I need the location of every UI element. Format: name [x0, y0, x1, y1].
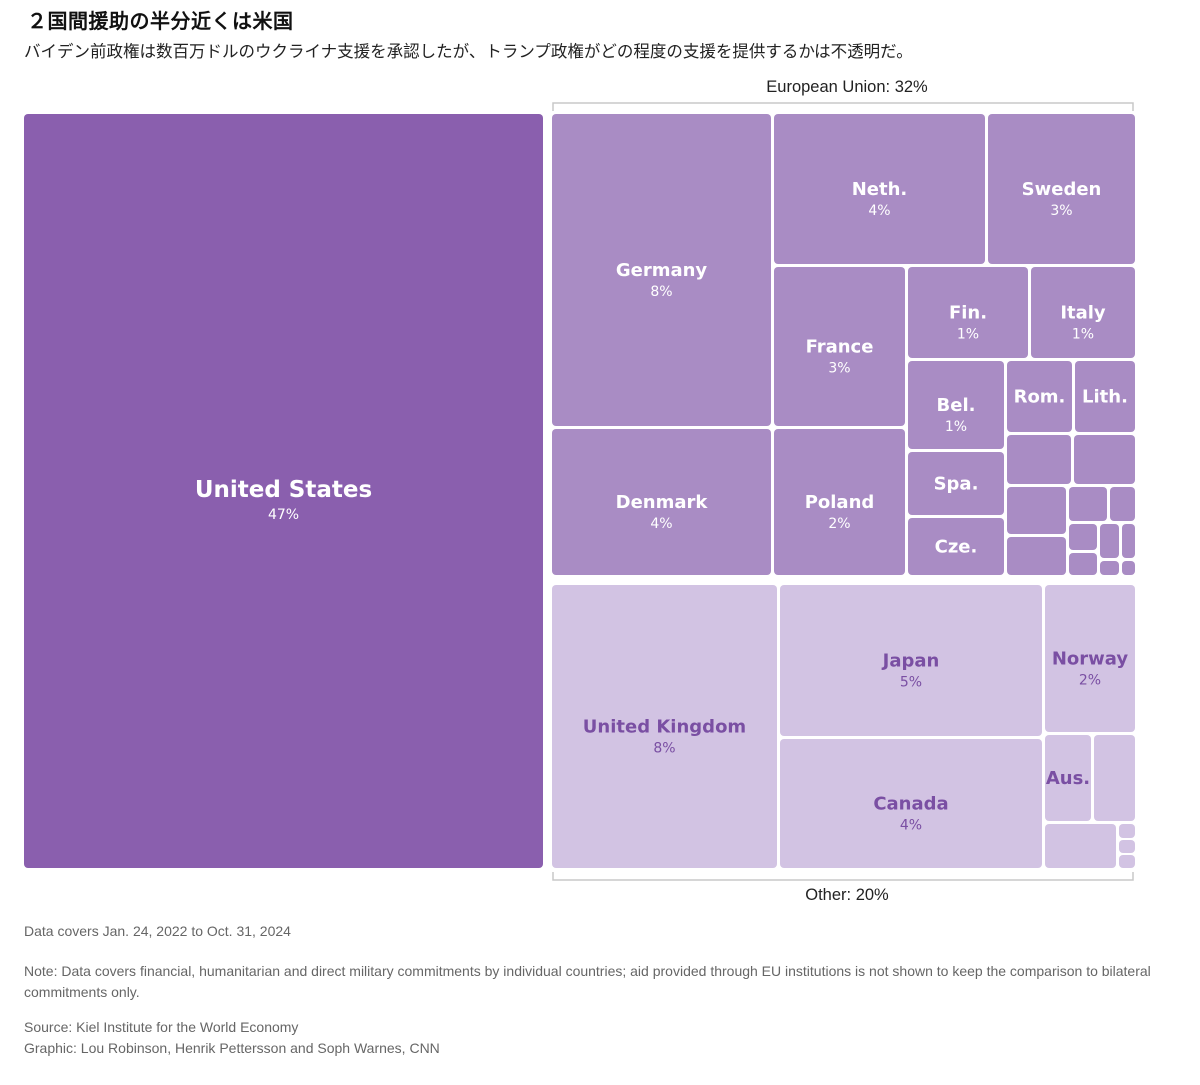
- tile-label-cze: Cze.: [935, 537, 978, 558]
- chart-title: ２国間援助の半分近くは米国: [27, 9, 294, 33]
- tile-neth: [774, 114, 985, 264]
- tile-japan: [780, 585, 1042, 736]
- tile-label-italy: Italy: [1060, 303, 1106, 324]
- tile-minor-european-union-17: [1110, 487, 1135, 521]
- tile-label-canada: Canada: [873, 794, 948, 815]
- tile-label-germany: Germany: [616, 260, 708, 281]
- tile-label-fin: Fin.: [949, 303, 987, 324]
- bracket-label-european-union: European Union: 32%: [766, 78, 928, 96]
- group-other: United Kingdom 8% Japan 5% Canada 4% Norway 2% A…: [552, 585, 1135, 868]
- tile-value-germany: 8%: [650, 284, 672, 300]
- tile-france: [774, 267, 905, 426]
- tile-value-canada: 4%: [900, 818, 922, 834]
- tile-label-aus: Aus.: [1046, 768, 1090, 789]
- tile-aus: [1045, 735, 1091, 821]
- tile-label-sweden: Sweden: [1022, 179, 1102, 200]
- tile-value-italy: 1%: [1072, 327, 1094, 343]
- tile-denmark: [552, 429, 771, 575]
- tile-canada: [780, 739, 1042, 868]
- tile-minor-european-union-20: [1100, 524, 1119, 558]
- tile-italy: [1031, 267, 1135, 358]
- tile-value-poland: 2%: [828, 516, 850, 532]
- tile-label-france: France: [806, 337, 874, 358]
- tile-spa: [908, 452, 1004, 515]
- date-range-note: Data covers Jan. 24, 2022 to Oct. 31, 20…: [24, 923, 291, 939]
- tile-norway: [1045, 585, 1135, 732]
- tile-minor-european-union-21: [1122, 524, 1135, 558]
- tile-united-kingdom: [552, 585, 777, 868]
- tile-value-japan: 5%: [900, 675, 922, 691]
- tile-minor-other-5: [1094, 735, 1135, 821]
- tile-label-rom: Rom.: [1014, 387, 1066, 408]
- tile-minor-european-union-16: [1069, 487, 1107, 521]
- tile-minor-european-union-14: [1074, 435, 1135, 484]
- tile-value-sweden: 3%: [1050, 203, 1072, 219]
- tile-united-states: [24, 114, 543, 868]
- tile-minor-european-union-19: [1069, 524, 1097, 550]
- tile-minor-european-union-18: [1007, 537, 1066, 575]
- tile-label-united-states: United States: [195, 477, 372, 503]
- bracket-label-other: Other: 20%: [805, 886, 889, 904]
- tile-value-france: 3%: [828, 361, 850, 377]
- tile-sweden: [988, 114, 1135, 264]
- tile-label-spa: Spa.: [934, 474, 979, 495]
- tile-rom: [1007, 361, 1072, 432]
- tile-minor-european-union-13: [1007, 435, 1071, 484]
- tile-bel: [908, 361, 1004, 449]
- tile-minor-european-union-22: [1069, 553, 1097, 575]
- chart-subtitle: バイデン前政権は数百万ドルのウクライナ支援を承認したが、トランプ政権がどの程度の…: [24, 42, 913, 61]
- bracket-other: [552, 872, 1134, 881]
- tile-minor-other-9: [1119, 855, 1135, 868]
- tile-label-united-kingdom: United Kingdom: [583, 717, 746, 738]
- tile-minor-other-6: [1045, 824, 1116, 868]
- tile-value-united-kingdom: 8%: [653, 741, 675, 757]
- tile-minor-other-8: [1119, 840, 1135, 853]
- group-european-union: Germany 8% Denmark 4% Neth. 4% Sweden 3% France 3…: [552, 114, 1135, 575]
- source-credit: Source: Kiel Institute for the World Eco…: [24, 1019, 299, 1035]
- tile-value-united-states: 47%: [268, 507, 299, 523]
- tile-germany: [552, 114, 771, 426]
- tile-minor-other-7: [1119, 824, 1135, 838]
- methodology-note: Note: Data covers financial, humanitaria…: [24, 963, 1151, 1000]
- tile-lith: [1075, 361, 1135, 432]
- tile-fin: [908, 267, 1028, 358]
- tile-label-neth: Neth.: [852, 179, 908, 200]
- group-united-states: United States 47%: [24, 114, 543, 868]
- tile-value-bel: 1%: [945, 419, 967, 435]
- tile-label-denmark: Denmark: [616, 492, 709, 513]
- tile-minor-european-union-23: [1100, 561, 1119, 575]
- tile-label-lith: Lith.: [1082, 387, 1128, 408]
- tile-value-neth: 4%: [868, 203, 890, 219]
- tile-label-bel: Bel.: [937, 395, 976, 416]
- bracket-european-union: [552, 102, 1134, 111]
- tile-poland: [774, 429, 905, 575]
- tile-cze: [908, 518, 1004, 575]
- graphic-credit: Graphic: Lou Robinson, Henrik Pettersson…: [24, 1040, 440, 1056]
- tile-minor-european-union-15: [1007, 487, 1066, 534]
- tile-value-denmark: 4%: [650, 516, 672, 532]
- tile-label-poland: Poland: [805, 492, 875, 513]
- tile-minor-european-union-24: [1122, 561, 1135, 575]
- tile-value-fin: 1%: [957, 327, 979, 343]
- tile-label-japan: Japan: [881, 651, 940, 672]
- tile-value-norway: 2%: [1079, 673, 1101, 689]
- tile-label-norway: Norway: [1052, 649, 1129, 670]
